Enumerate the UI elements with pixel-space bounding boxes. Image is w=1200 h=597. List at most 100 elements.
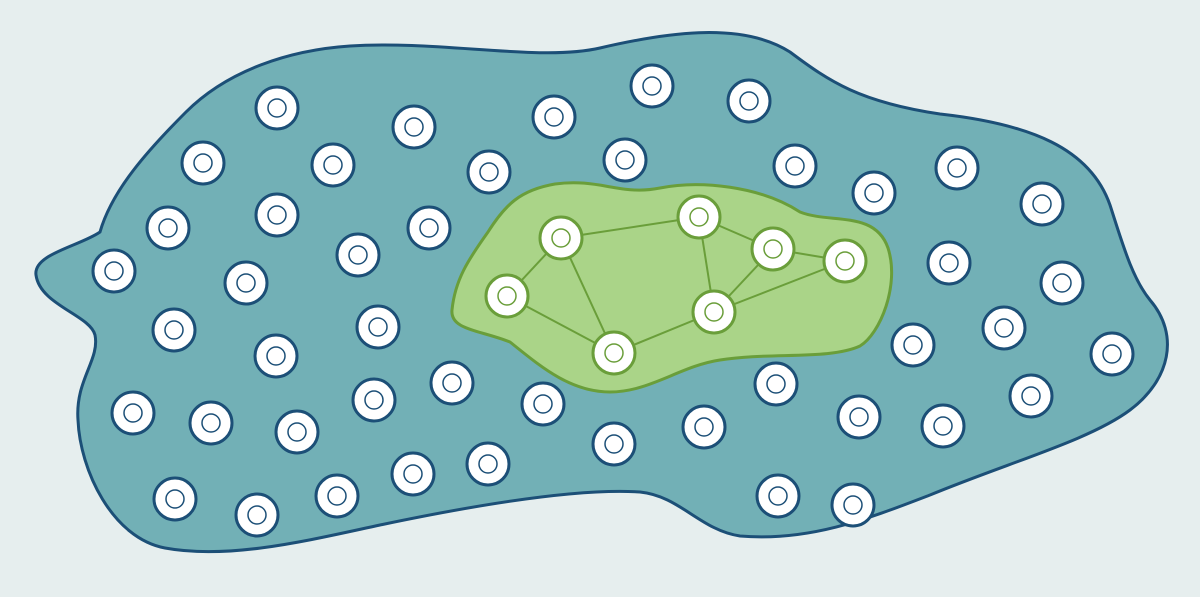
cluster-node-ring [484,273,530,319]
outer-node-ring [180,140,226,186]
cluster-node-core [604,343,624,363]
outer-node-core [642,76,662,96]
outer-node [274,409,320,455]
outer-node-core [544,107,564,127]
cluster-node-core [835,251,855,271]
cluster-node-core [497,286,517,306]
outer-node [531,94,577,140]
outer-node-ring [753,361,799,407]
cluster-node [822,238,868,284]
outer-node-core [287,422,307,442]
outer-node-core [236,273,256,293]
outer-node-ring [274,409,320,455]
outer-node-ring [335,232,381,278]
outer-node-ring [1039,260,1085,306]
outer-node-ring [253,333,299,379]
outer-node [1039,260,1085,306]
outer-node-ring [1019,181,1065,227]
cluster-node [691,289,737,335]
outer-node-core [1032,194,1052,214]
outer-node-core [201,413,221,433]
outer-node-core [165,489,185,509]
outer-node [390,451,436,497]
outer-node [234,492,280,538]
outer-node [591,421,637,467]
outer-node [755,473,801,519]
outer-node [465,441,511,487]
outer-node-ring [1089,331,1135,377]
outer-node [188,400,234,446]
outer-node-core [739,91,759,111]
outer-node-core [768,486,788,506]
outer-node [355,304,401,350]
outer-node-core [266,346,286,366]
outer-node-core [994,318,1014,338]
outer-node-core [864,183,884,203]
outer-node-ring [851,170,897,216]
outer-node-ring [390,451,436,497]
outer-node [981,305,1027,351]
outer-node [151,307,197,353]
cluster-node-ring [822,238,868,284]
outer-node [91,248,137,294]
outer-node-ring [351,377,397,423]
cluster-node-ring [691,289,737,335]
outer-node [351,377,397,423]
cluster-node [591,330,637,376]
outer-node-core [843,495,863,515]
outer-node-core [615,150,635,170]
outer-node [920,403,966,449]
outer-node-core [1052,273,1072,293]
cluster-node-ring [676,194,722,240]
outer-node-ring [830,482,876,528]
outer-node [851,170,897,216]
outer-node-ring [836,394,882,440]
outer-node-ring [465,441,511,487]
outer-node-core [327,486,347,506]
cluster-node-ring [750,226,796,272]
outer-node [180,140,226,186]
cluster-node [538,215,584,261]
outer-node [681,404,727,450]
outer-node-core [403,464,423,484]
outer-node-core [419,218,439,238]
outer-node-ring [152,476,198,522]
outer-node [772,143,818,189]
outer-node-core [164,320,184,340]
outer-node-ring [466,149,512,195]
outer-node-core [404,117,424,137]
outer-node [926,240,972,286]
outer-node-ring [981,305,1027,351]
outer-node [726,78,772,124]
outer-node-ring [314,473,360,519]
outer-node [1089,331,1135,377]
outer-node-ring [91,248,137,294]
outer-nodes [91,63,1135,538]
outer-node [314,473,360,519]
outer-node-ring [310,142,356,188]
outer-node [836,394,882,440]
outer-node-ring [920,403,966,449]
outer-node-core [348,245,368,265]
outer-node-core [766,374,786,394]
outer-node-ring [110,390,156,436]
outer-node [152,476,198,522]
cluster-node [676,194,722,240]
outer-node-core [364,390,384,410]
outer-node-core [123,403,143,423]
outer-node [110,390,156,436]
outer-node-ring [602,137,648,183]
outer-node-ring [629,63,675,109]
outer-node [1008,373,1054,419]
outer-node-ring [151,307,197,353]
outer-node-core [903,335,923,355]
outer-node [254,85,300,131]
cluster-node-core [689,207,709,227]
outer-node-ring [234,492,280,538]
outer-node-ring [726,78,772,124]
cluster-node-ring [591,330,637,376]
outer-node-core [479,162,499,182]
cluster-edge [560,216,700,239]
outer-node [253,333,299,379]
